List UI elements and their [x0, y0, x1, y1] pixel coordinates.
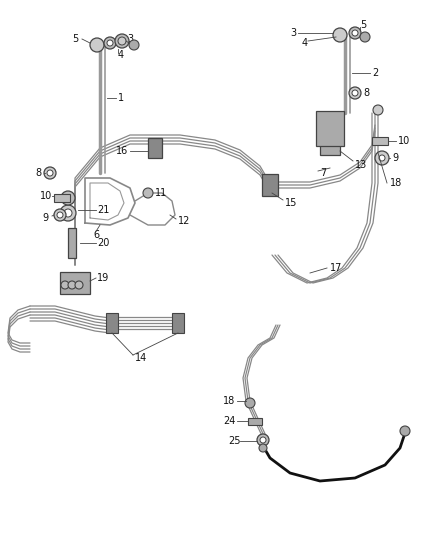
- Text: 15: 15: [285, 198, 297, 208]
- Text: 4: 4: [302, 38, 308, 48]
- Circle shape: [349, 27, 361, 39]
- Circle shape: [260, 437, 266, 443]
- Circle shape: [64, 209, 72, 217]
- Circle shape: [60, 205, 76, 221]
- Circle shape: [349, 87, 361, 99]
- Circle shape: [61, 191, 75, 205]
- Text: 10: 10: [398, 136, 410, 146]
- Circle shape: [104, 37, 116, 49]
- Circle shape: [143, 188, 153, 198]
- Text: 19: 19: [97, 273, 109, 283]
- Text: 5: 5: [72, 34, 78, 44]
- Text: 11: 11: [155, 188, 167, 198]
- Circle shape: [373, 105, 383, 115]
- Circle shape: [360, 32, 370, 42]
- Circle shape: [57, 212, 63, 218]
- Circle shape: [75, 281, 83, 289]
- Text: 7: 7: [320, 168, 326, 178]
- Text: 20: 20: [97, 238, 110, 248]
- Circle shape: [379, 155, 385, 161]
- Circle shape: [107, 40, 113, 46]
- Circle shape: [400, 426, 410, 436]
- Text: 5: 5: [360, 20, 366, 30]
- Text: 18: 18: [390, 178, 402, 188]
- Circle shape: [47, 170, 53, 176]
- Text: 16: 16: [116, 146, 128, 156]
- Circle shape: [61, 281, 69, 289]
- Circle shape: [257, 434, 269, 446]
- Text: 25: 25: [228, 436, 240, 446]
- Text: 14: 14: [135, 353, 147, 363]
- Bar: [60, 272, 90, 294]
- Circle shape: [375, 151, 389, 165]
- Text: 3: 3: [127, 34, 133, 44]
- Text: 6: 6: [93, 230, 99, 240]
- Circle shape: [90, 38, 104, 52]
- Circle shape: [68, 281, 76, 289]
- Circle shape: [129, 40, 139, 50]
- Text: 1: 1: [118, 93, 124, 103]
- Circle shape: [115, 34, 129, 48]
- Circle shape: [333, 28, 347, 42]
- Text: 17: 17: [330, 263, 343, 273]
- Text: 9: 9: [392, 153, 398, 163]
- Circle shape: [352, 90, 358, 96]
- Text: 10: 10: [40, 191, 52, 201]
- Bar: [106, 313, 118, 333]
- Text: 13: 13: [355, 160, 367, 170]
- Circle shape: [54, 209, 66, 221]
- Circle shape: [245, 398, 255, 408]
- Text: 21: 21: [97, 205, 110, 215]
- Text: 24: 24: [223, 416, 235, 426]
- Text: 4: 4: [118, 50, 124, 60]
- Text: 3: 3: [290, 28, 296, 38]
- Bar: [248, 417, 262, 424]
- Text: 18: 18: [223, 396, 235, 406]
- Bar: [68, 228, 76, 258]
- Text: 8: 8: [363, 88, 369, 98]
- Bar: [316, 110, 344, 146]
- Text: 2: 2: [372, 68, 378, 78]
- Circle shape: [352, 30, 358, 36]
- Text: 8: 8: [35, 168, 41, 178]
- Bar: [262, 174, 278, 196]
- Bar: [172, 313, 184, 333]
- Bar: [54, 194, 70, 202]
- Bar: [372, 137, 388, 145]
- Circle shape: [118, 37, 126, 45]
- Circle shape: [259, 444, 267, 452]
- Bar: [320, 127, 340, 155]
- Circle shape: [44, 167, 56, 179]
- Text: 9: 9: [42, 213, 48, 223]
- Bar: [148, 138, 162, 158]
- Text: 12: 12: [178, 216, 191, 226]
